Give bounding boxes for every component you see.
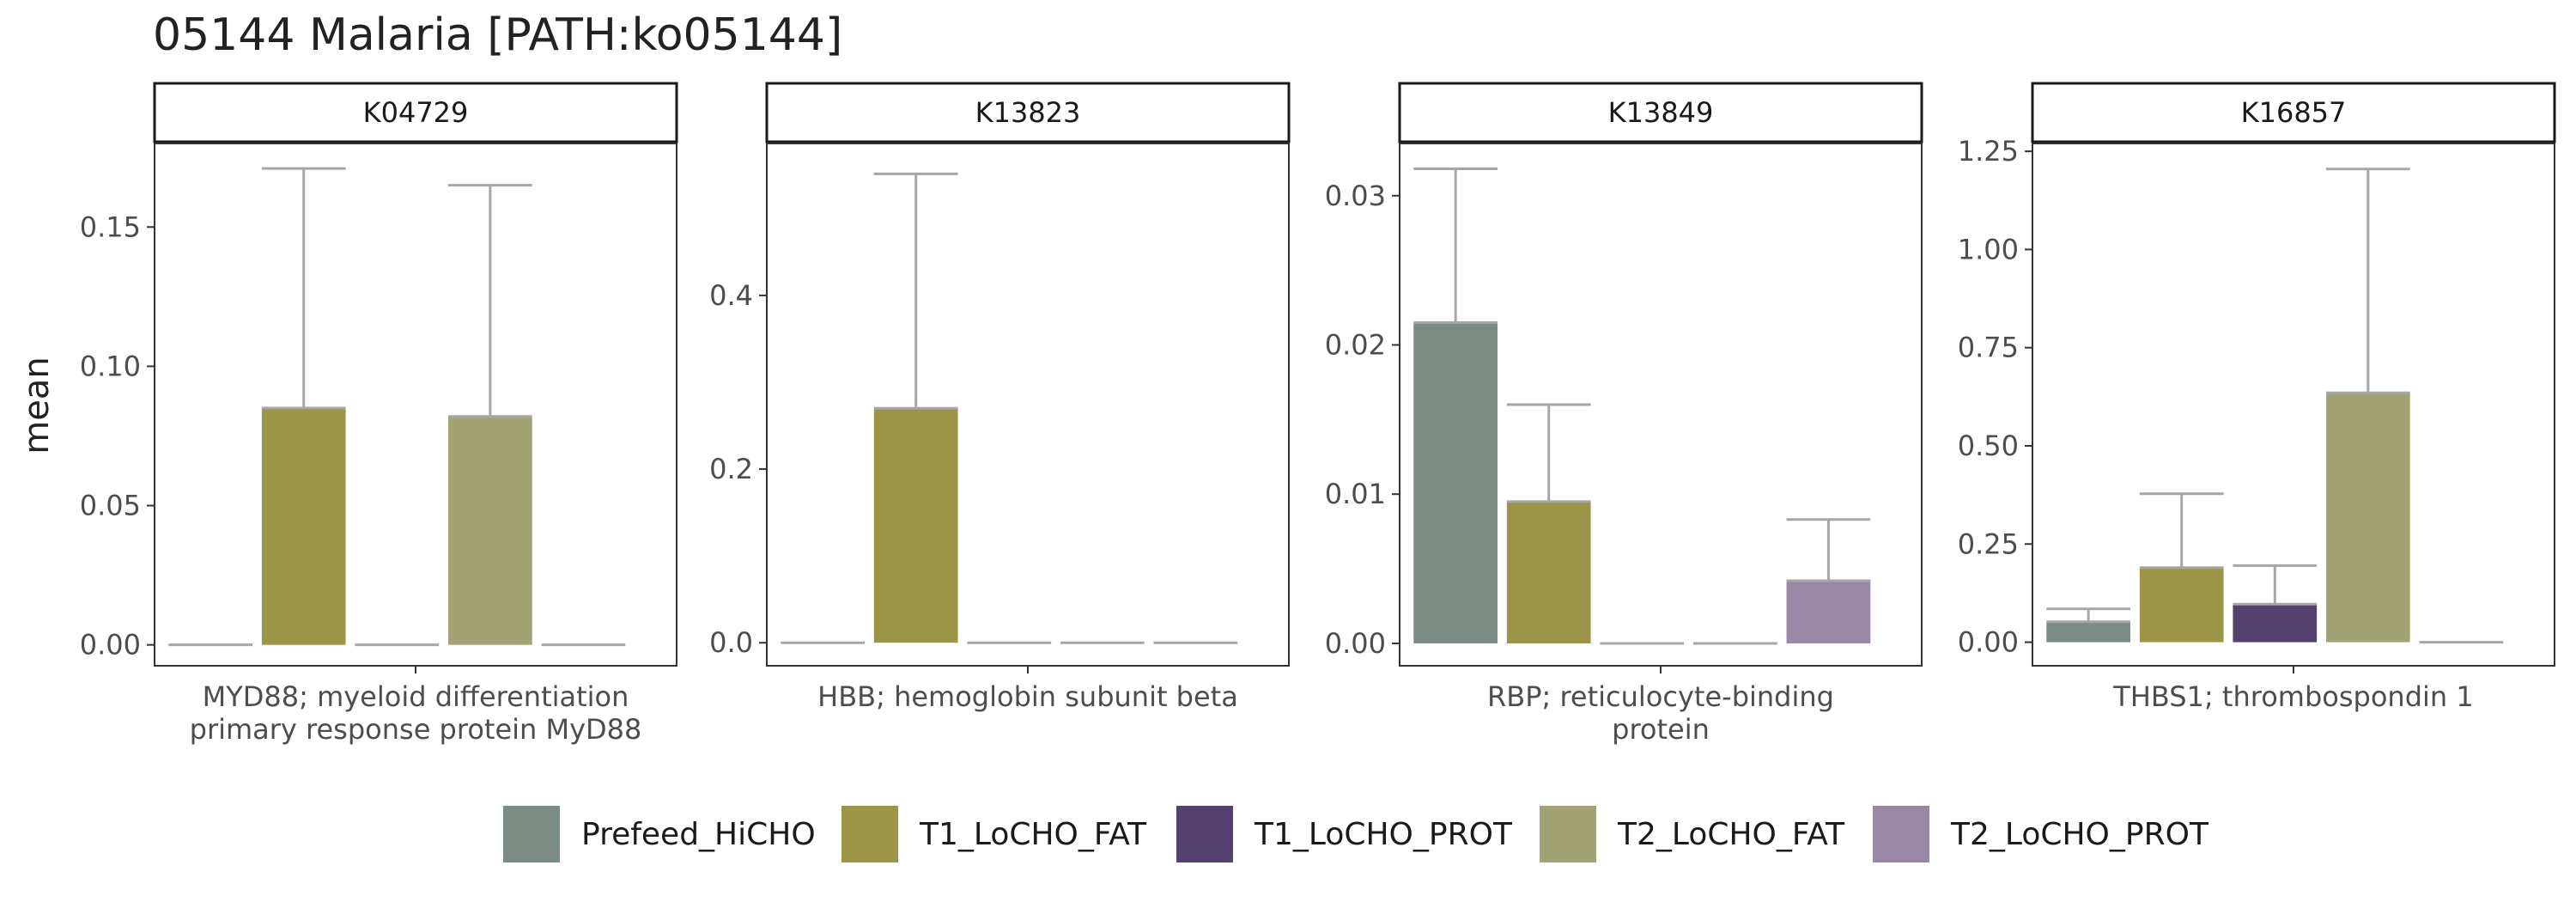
strip-label: K04729 xyxy=(363,96,469,129)
facet-panel-K16857: K16857 0.00 0.25 0.50 0.75 1.00 1.25 THBS1; thr… xyxy=(1958,82,2556,713)
strip-box xyxy=(2031,82,2556,143)
facet-panel-K13849: K13849 0.00 0.01 0.02 0.03 RBP; reticulocyte-… xyxy=(1325,82,1923,746)
y-tick-label: 0.0 xyxy=(709,626,753,659)
legend-label: T2_LoCHO_FAT xyxy=(1617,817,1845,852)
y-tick-label: 0.15 xyxy=(80,210,141,243)
panel-border xyxy=(2032,143,2555,667)
y-tick-label: 0.2 xyxy=(709,453,753,485)
y-tick-label: 0.75 xyxy=(1958,332,2019,364)
y-tick-label: 0.25 xyxy=(1958,527,2019,560)
strip-box xyxy=(765,82,1291,143)
legend-key xyxy=(841,806,898,862)
x-category-label: RBP; reticulocyte-binding xyxy=(1487,680,1834,713)
legend-label: T2_LoCHO_PROT xyxy=(1950,817,2209,852)
facet-panels: K04729 0.00 0.05 0.10 0.15 MYD88; myeloid dif… xyxy=(80,82,2556,746)
strip-label: K16857 xyxy=(2241,96,2347,129)
legend-item-T2_LoCHO_PROT: T2_LoCHO_PROT xyxy=(1873,806,2209,862)
y-tick-label: 0.01 xyxy=(1325,478,1386,510)
y-tick-label: 0.10 xyxy=(80,350,141,382)
legend-label: T1_LoCHO_FAT xyxy=(919,817,1147,852)
legend-key xyxy=(503,806,560,862)
bar-T1_LoCHO_PROT xyxy=(2233,604,2318,643)
y-tick-label: 0.4 xyxy=(709,279,753,312)
strip-label: K13849 xyxy=(1608,96,1714,129)
legend: Prefeed_HiCHO T1_LoCHO_FAT T1_LoCHO_PROT T2… xyxy=(503,806,2209,862)
bar-T1_LoCHO_FAT xyxy=(261,408,346,645)
y-tick-label: 0.00 xyxy=(80,629,141,661)
legend-label: Prefeed_HiCHO xyxy=(581,817,816,852)
bar-T2_LoCHO_FAT xyxy=(2326,393,2410,643)
x-category-label: MYD88; myeloid differentiation xyxy=(203,680,629,713)
strip-label: K13823 xyxy=(975,96,1081,129)
bar-Prefeed_HiCHO xyxy=(2046,621,2130,643)
bar-T1_LoCHO_FAT xyxy=(2139,567,2224,643)
strip-box xyxy=(1398,82,1923,143)
y-tick-label: 0.00 xyxy=(1325,627,1386,660)
legend-key xyxy=(1873,806,1929,862)
legend-label: T1_LoCHO_PROT xyxy=(1254,817,1513,852)
y-tick-label: 0.05 xyxy=(80,490,141,522)
chart-title: 05144 Malaria [PATH:ko05144] xyxy=(153,9,842,61)
bar-T2_LoCHO_FAT xyxy=(448,416,532,645)
bar-T2_LoCHO_PROT xyxy=(1786,580,1871,643)
strip-box xyxy=(153,82,678,143)
legend-item-T1_LoCHO_PROT: T1_LoCHO_PROT xyxy=(1176,806,1513,862)
x-category-label: THBS1; thrombospondin 1 xyxy=(2112,680,2473,713)
y-axis-label: mean xyxy=(17,357,57,454)
legend-key xyxy=(1176,806,1233,862)
y-tick-label: 0.50 xyxy=(1958,430,2019,462)
panel-border xyxy=(766,143,1290,667)
x-category-label: primary response protein MyD88 xyxy=(190,713,642,746)
x-category-label: HBB; hemoglobin subunit beta xyxy=(817,680,1238,713)
y-tick-label: 0.03 xyxy=(1325,180,1386,212)
facet-panel-K13823: K13823 0.0 0.2 0.4 HBB; hemoglobin subunit b… xyxy=(709,82,1291,713)
y-tick-label: 1.25 xyxy=(1958,135,2019,168)
x-category-label: protein xyxy=(1612,713,1710,746)
bar-Prefeed_HiCHO xyxy=(1413,322,1498,643)
bar-T1_LoCHO_FAT xyxy=(1506,501,1591,643)
legend-item-Prefeed_HiCHO: Prefeed_HiCHO xyxy=(503,806,816,862)
legend-key xyxy=(1540,806,1596,862)
legend-item-T1_LoCHO_FAT: T1_LoCHO_FAT xyxy=(841,806,1147,862)
panel-border xyxy=(154,143,677,667)
facet-panel-K04729: K04729 0.00 0.05 0.10 0.15 MYD88; myeloid dif… xyxy=(80,82,678,746)
y-tick-label: 0.00 xyxy=(1958,626,2019,659)
bar-T1_LoCHO_FAT xyxy=(873,408,958,643)
legend-item-T2_LoCHO_FAT: T2_LoCHO_FAT xyxy=(1540,806,1845,862)
y-tick-label: 0.02 xyxy=(1325,329,1386,362)
y-tick-label: 1.00 xyxy=(1958,233,2019,265)
